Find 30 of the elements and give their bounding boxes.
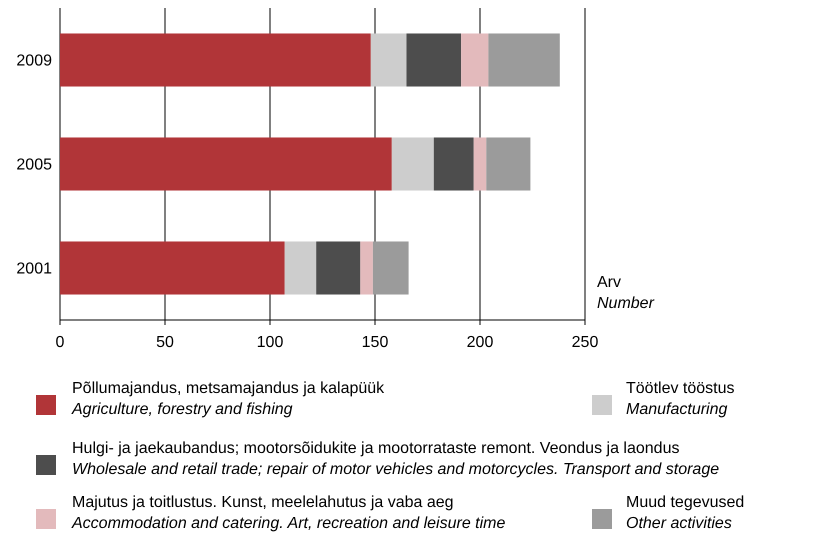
- bar: [284, 241, 316, 295]
- legend-label: Muud tegevused Other activities: [626, 494, 744, 532]
- bar: [60, 33, 371, 87]
- bar: [60, 137, 392, 191]
- bar: [392, 137, 434, 191]
- bar: [360, 241, 373, 295]
- bar: [60, 241, 285, 295]
- x-tick-label: 100: [256, 334, 284, 351]
- x-tick-label: 200: [466, 334, 494, 351]
- x-tick-label: 50: [156, 334, 174, 351]
- legend-label: Põllumajandus, metsamajandus ja kalapüük Agriculture, forestry and fishing: [71, 380, 386, 418]
- x-tick-label: 250: [572, 334, 598, 351]
- bar: [372, 241, 409, 295]
- x-tick-label: 0: [56, 334, 65, 351]
- bar: [370, 33, 406, 87]
- y-tick-label: 2005: [16, 156, 52, 174]
- legend-label: Hulgi- ja jaekaubandus; mootorsõidukite ja mootorrataste remont. Veondus ja laondus Wholesale and retail trade; repair of motor vehicles and motorcycles. Transport and storage: [72, 440, 720, 478]
- legend-label: Majutus ja toitlustus. Kunst, meelelahutus ja vaba aeg Accommodation and catering. Art, recreation and leisure time: [71, 494, 506, 532]
- bar: [406, 33, 462, 87]
- x-axis-title: Arv Number: [597, 274, 655, 312]
- bar: [461, 33, 488, 87]
- bar: [316, 241, 360, 295]
- bar: [488, 33, 560, 87]
- y-tick-label: 2009: [16, 52, 52, 70]
- x-tick-label: 150: [362, 334, 388, 351]
- bar: [474, 137, 486, 191]
- y-tick-label: 2001: [16, 260, 52, 278]
- legend-label: Töötlev tööstus Manufacturing: [626, 380, 734, 418]
- bar: [434, 137, 474, 191]
- bar: [486, 137, 530, 191]
